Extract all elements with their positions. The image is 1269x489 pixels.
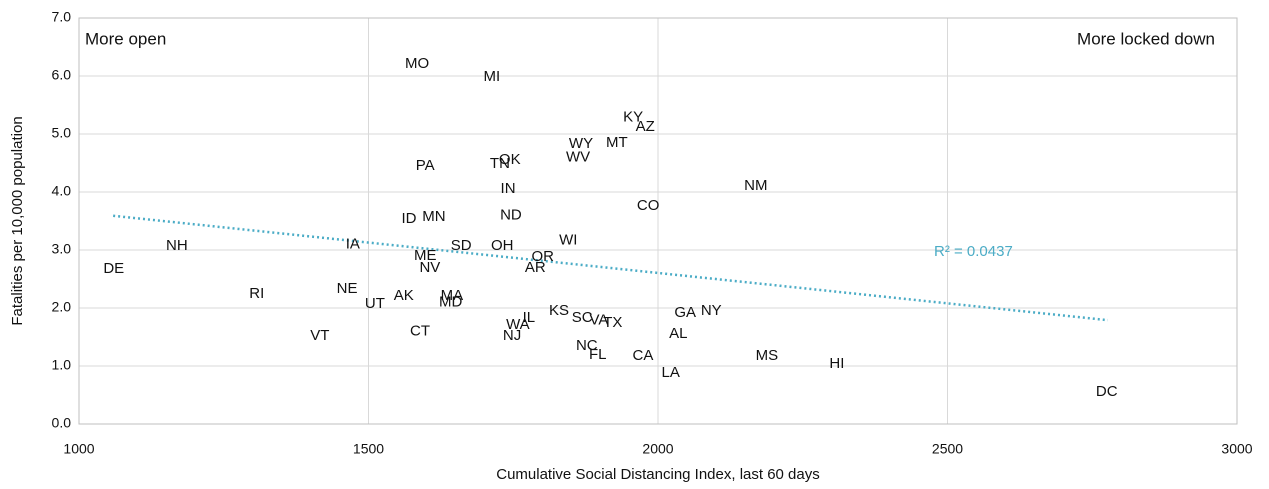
y-tick-label: 6.0 <box>52 67 72 83</box>
point-label: AR <box>525 259 546 276</box>
point-label: KY <box>623 109 643 126</box>
point-label: NM <box>744 177 767 194</box>
point-label: WY <box>569 135 593 152</box>
point-label: IN <box>501 180 516 197</box>
point-label: ID <box>402 210 417 227</box>
y-axis-label: Fatalities per 10,000 population <box>9 116 26 325</box>
point-label: DC <box>1096 383 1118 400</box>
y-tick-label: 7.0 <box>52 9 72 25</box>
point-label: OH <box>491 237 514 254</box>
point-label: MS <box>756 347 779 364</box>
annotation: More locked down <box>1077 29 1215 48</box>
point-label: VT <box>310 327 329 344</box>
x-tick-label: 1500 <box>353 441 384 457</box>
x-tick-label: 3000 <box>1221 441 1252 457</box>
point-label: DE <box>103 260 124 277</box>
y-tick-label: 1.0 <box>52 357 72 373</box>
point-label: PA <box>416 157 435 174</box>
point-label: CA <box>633 347 654 364</box>
x-axis-label: Cumulative Social Distancing Index, last… <box>496 466 820 483</box>
point-label: MI <box>483 68 500 85</box>
point-label: AL <box>669 325 687 342</box>
point-label: AZ <box>636 118 655 135</box>
point-label: TN <box>490 155 510 172</box>
point-label: AK <box>394 287 414 304</box>
point-label: NH <box>166 237 188 254</box>
point-label: NC <box>576 337 598 354</box>
point-label: UT <box>365 295 385 312</box>
point-label: MN <box>422 208 445 225</box>
y-tick-label: 5.0 <box>52 125 72 141</box>
point-label: VA <box>589 312 608 329</box>
point-label: LA <box>662 364 680 381</box>
point-label: NE <box>337 280 358 297</box>
point-label: MT <box>606 134 628 151</box>
trendline-label: R² = 0.0437 <box>934 243 1013 260</box>
point-label: MO <box>405 55 429 72</box>
y-tick-label: 0.0 <box>52 415 72 431</box>
point-label: NJ <box>503 327 521 344</box>
point-label: MD <box>439 294 462 311</box>
x-tick-label: 2000 <box>642 441 673 457</box>
point-label: WV <box>566 149 590 166</box>
point-label: SC <box>572 309 593 326</box>
point-label: HI <box>829 355 844 372</box>
point-label: ND <box>500 207 522 224</box>
y-tick-label: 4.0 <box>52 183 72 199</box>
point-label: ME <box>414 247 437 264</box>
point-label: NY <box>701 302 722 319</box>
point-label: RI <box>249 285 264 302</box>
point-label: WI <box>559 232 577 249</box>
point-label: SD <box>451 237 472 254</box>
point-label: IA <box>346 236 360 253</box>
point-label: CO <box>637 197 660 214</box>
point-label: NV <box>419 259 440 276</box>
point-label: WA <box>506 316 530 333</box>
point-label: OR <box>532 248 555 265</box>
point-label: IL <box>523 309 536 326</box>
trendline <box>113 214 1109 322</box>
point-label: KS <box>549 302 569 319</box>
point-label: OK <box>499 151 521 168</box>
x-tick-label: 1000 <box>63 441 94 457</box>
point-label: CT <box>410 323 430 340</box>
annotation: More open <box>85 29 166 48</box>
x-tick-label: 2500 <box>932 441 963 457</box>
y-tick-label: 2.0 <box>52 299 72 315</box>
point-label: FL <box>589 346 607 363</box>
y-tick-label: 3.0 <box>52 241 72 257</box>
plot-border <box>78 17 1238 425</box>
point-label: MA <box>441 287 464 304</box>
point-label: TX <box>603 314 622 331</box>
point-label: GA <box>674 304 696 321</box>
